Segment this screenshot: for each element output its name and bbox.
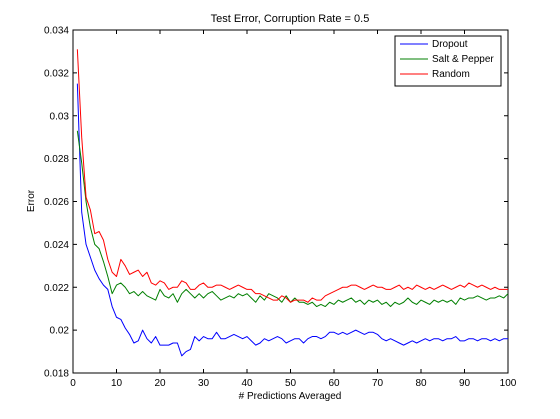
x-tick-label: 80 (415, 378, 427, 389)
x-tick-label: 0 (70, 378, 76, 389)
x-tick-label: 70 (372, 378, 384, 389)
chart-title: Test Error, Corruption Rate = 0.5 (211, 13, 370, 25)
x-tick-label: 10 (111, 378, 123, 389)
legend-label-dropout: Dropout (432, 39, 468, 50)
x-tick-label: 40 (241, 378, 253, 389)
legend-label-random: Random (432, 69, 470, 80)
y-axis-label: Error (26, 189, 37, 212)
y-tick-label: 0.018 (44, 369, 69, 380)
x-tick-label: 20 (154, 378, 166, 389)
x-tick-label: 90 (459, 378, 471, 389)
y-tick-label: 0.024 (44, 240, 69, 251)
x-tick-label: 50 (285, 378, 297, 389)
x-tick-label: 100 (500, 378, 517, 389)
series-line-salt-pepper (76, 130, 509, 308)
y-tick-label: 0.03 (50, 111, 70, 122)
y-tick-label: 0.026 (44, 197, 69, 208)
y-tick-label: 0.028 (44, 154, 69, 165)
tick-layer: 0 10 20 30 40 50 60 70 80 90 100 0.018 0.02 0.022 0.02… (44, 26, 517, 390)
series-line-random (76, 49, 508, 303)
y-tick-label: 0.032 (44, 68, 69, 79)
x-tick-label: 30 (198, 378, 210, 389)
y-tick-label: 0.034 (44, 26, 69, 37)
y-tick-label: 0.02 (50, 326, 70, 337)
x-axis-label: # Predictions Averaged (239, 391, 342, 402)
x-tick-label: 60 (328, 378, 340, 389)
y-tick-label: 0.022 (44, 283, 69, 294)
plot-area (72, 29, 509, 374)
legend-label-salt-pepper: Salt & Pepper (432, 54, 494, 65)
legend: Dropout Salt & Pepper Random (394, 35, 502, 87)
series-layer (76, 49, 509, 357)
series-line-dropout (76, 83, 508, 357)
